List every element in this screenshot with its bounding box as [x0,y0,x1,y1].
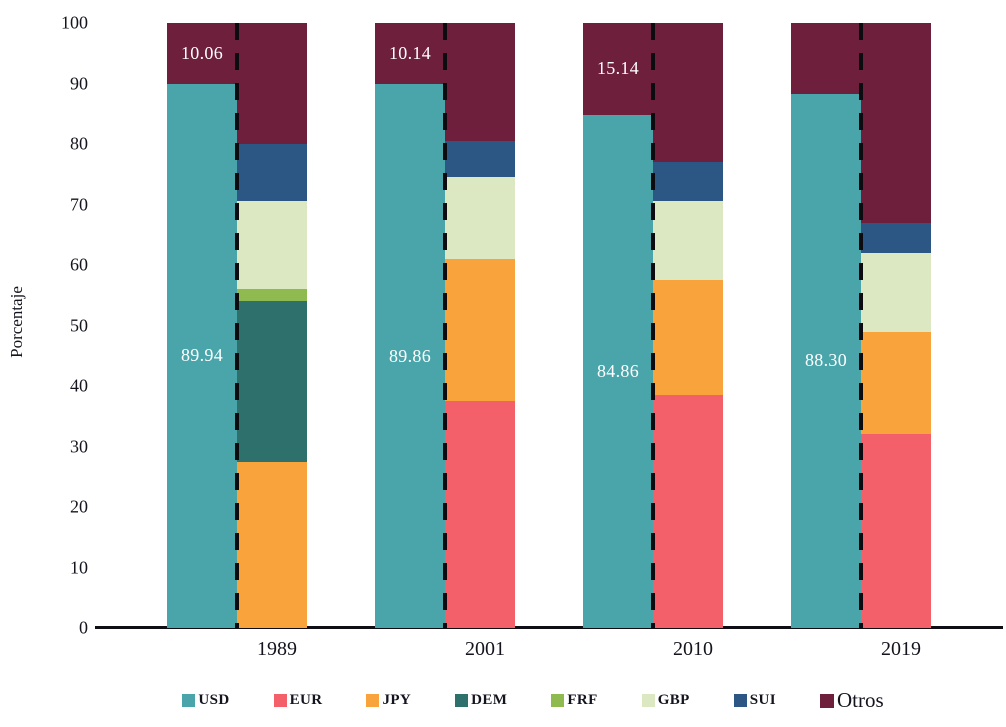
legend-label-jpy: JPY [382,692,412,708]
bar-jpy-2001 [445,258,515,402]
bar-gbp-2019 [861,252,931,332]
bar-jpy-1989 [237,461,307,628]
x-axis-line [95,626,1003,629]
bar-gbp-1989 [237,201,307,290]
legend-item-frf: FRF [551,692,597,709]
bar-jpy-2010 [653,280,723,396]
y-tick-label-40: 40 [70,375,88,396]
bar-otros-top-2001-value-label: 10.14 [389,43,431,64]
bar-otros-1989 [237,23,307,144]
bar-otros-top-2010-value-label: 15.14 [597,58,639,79]
bar-usd-1989: 89.94 [167,83,237,628]
bar-usd-2001: 89.86 [375,84,445,628]
legend-swatch-gbp [641,694,655,707]
legend-swatch-sui [733,694,747,707]
legend-label-usd: USD [198,692,230,708]
y-tick-label-50: 50 [70,315,88,335]
legend-item-jpy: JPY [366,692,411,709]
bar-otros-top-2010: 15.14 [583,23,653,115]
legend-label-eur: EUR [289,692,323,708]
bar-eur-2019 [861,434,931,628]
bar-usd-2019-value-label: 88.30 [805,350,847,371]
bar-otros-2010 [653,23,723,163]
bar-usd-2010: 84.86 [583,114,653,628]
bar-usd-2001-value-label: 89.86 [389,345,431,366]
bar-otros-top-1989: 10.06 [167,23,237,84]
bar-jpy-2019 [861,331,931,435]
legend-swatch-otros [819,693,834,708]
x-tick-label-2001: 2001 [465,638,505,660]
legend: USD EUR JPY DEM FRF GBP SUI Otros [0,688,1006,713]
dashed-divider-2001 [443,23,447,628]
bar-sui-2001 [445,140,515,178]
y-tick-label-60: 60 [70,254,88,275]
legend-label-frf: FRF [567,692,598,708]
legend-label-gbp: GBP [657,692,690,708]
bar-frf-1989 [237,289,307,302]
legend-item-dem: DEM [455,692,507,709]
bar-gbp-2001 [445,177,515,259]
bar-dem-1989 [237,301,307,462]
dashed-divider-2010 [651,23,655,628]
y-tick-label-30: 30 [70,436,88,456]
dashed-divider-2019 [859,23,863,628]
legend-item-otros: Otros [819,688,884,713]
legend-swatch-jpy [366,694,380,707]
y-tick-label-0: 0 [79,617,88,638]
bar-eur-2010 [653,395,723,628]
y-tick-label-70: 70 [70,194,88,214]
y-tick-label-90: 90 [70,73,88,93]
bar-sui-1989 [237,144,307,202]
legend-item-sui: SUI [733,692,776,709]
x-tick-label-2010: 2010 [673,638,713,660]
legend-swatch-eur [273,694,287,707]
legend-label-sui: SUI [749,692,776,708]
bar-otros-2019 [861,23,931,223]
legend-swatch-frf [551,694,565,707]
bar-otros-top-1989-value-label: 10.06 [181,42,223,63]
legend-label-otros: Otros [836,688,884,712]
bar-eur-2001 [445,401,515,628]
legend-label-dem: DEM [471,692,508,708]
y-tick-label-80: 80 [70,133,88,154]
x-tick-label-1989: 1989 [257,638,297,660]
legend-item-usd: USD [182,692,229,709]
x-tick-label-2019: 2019 [881,638,921,660]
bar-gbp-2010 [653,201,723,281]
dashed-divider-1989 [235,23,239,628]
bar-otros-2001 [445,23,515,141]
bar-usd-2010-value-label: 84.86 [597,360,639,381]
bar-sui-2019 [861,222,931,253]
legend-swatch-usd [182,694,196,707]
y-tick-label-100: 100 [61,12,88,33]
y-tick-label-20: 20 [70,496,88,517]
legend-item-gbp: GBP [641,692,690,709]
bar-otros-top-2019 [791,23,861,94]
bar-sui-2010 [653,162,723,202]
bar-usd-2019: 88.30 [791,93,861,628]
legend-item-eur: EUR [273,692,323,709]
bar-usd-1989-value-label: 89.94 [181,345,223,366]
legend-swatch-dem [455,694,469,707]
bar-otros-top-2001: 10.14 [375,23,445,85]
y-tick-label-10: 10 [70,557,88,577]
